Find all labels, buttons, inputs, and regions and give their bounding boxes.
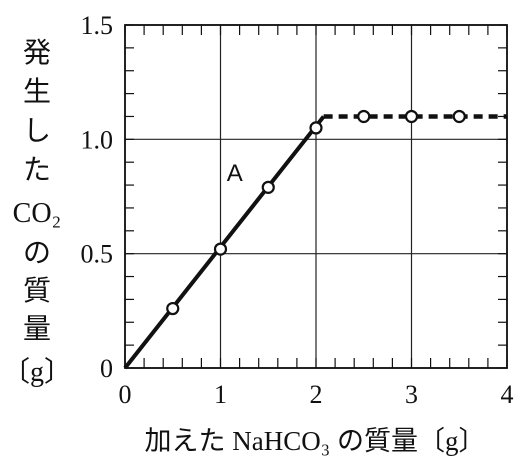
y-axis-label-part: た [23, 155, 51, 186]
y-axis-label-part: CO₂ [13, 198, 62, 229]
y-tick-label: 0 [100, 354, 113, 383]
x-tick-label: 2 [310, 380, 323, 409]
y-tick-label: 1.5 [81, 11, 114, 40]
x-tick-label: 1 [214, 380, 227, 409]
data-point [452, 109, 466, 124]
annotation-label: A [227, 160, 243, 187]
x-axis-label: 加えた NaHCO₃ の質量〔g〕 [145, 426, 486, 456]
data-point [357, 109, 371, 124]
y-axis-label-part: 〔g〕 [2, 356, 72, 388]
annotations: A [227, 160, 243, 187]
x-tick-labels: 0 1 2 3 4 [119, 380, 514, 409]
y-axis-label-part: 生 [23, 76, 51, 108]
grid [124, 24, 508, 369]
x-tick-label: 3 [405, 380, 418, 409]
y-tick-label: 0.5 [81, 240, 114, 269]
data-point [166, 301, 180, 316]
y-axis-label-part: 質 [23, 275, 51, 307]
series-line-solid [123, 115, 326, 370]
data-point [309, 121, 323, 135]
y-axis-label-part: 量 [23, 314, 51, 345]
y-tick-labels: 0 0.5 1.0 1.5 [81, 11, 114, 383]
series [123, 109, 507, 370]
x-tick-label: 0 [119, 380, 132, 409]
data-point [404, 109, 419, 124]
data-point [261, 180, 275, 194]
minor-ticks [124, 24, 508, 369]
y-axis-label-part: し [23, 116, 51, 147]
y-tick-label: 1.0 [81, 125, 114, 154]
y-axis-label-part: の [23, 238, 51, 269]
data-point [213, 242, 228, 256]
y-axis-label-part: 発 [23, 37, 51, 69]
x-tick-label: 4 [501, 380, 514, 409]
